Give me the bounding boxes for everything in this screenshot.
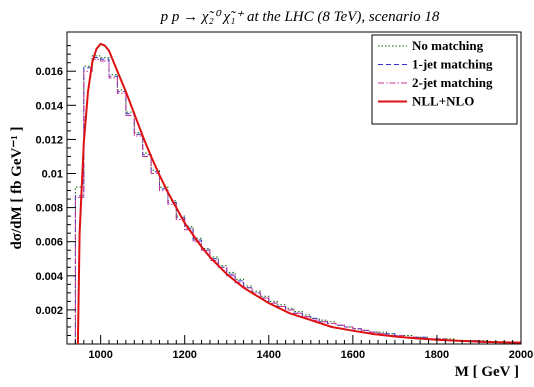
x-tick-label: 1200 [172, 349, 196, 361]
y-tick-label: 0.004 [35, 271, 63, 283]
y-axis-title: dσ/dM [ fb GeV⁻¹ ] [9, 126, 25, 249]
legend-label-no-matching: No matching [412, 38, 484, 53]
legend-rows: No matching 1-jet matching 2-jet matching N… [378, 38, 493, 109]
y-tick-label: 0.01 [42, 169, 63, 181]
x-tick-label: 1600 [341, 349, 365, 361]
chart-title: p p → χ̃₂⁰ χ̃₁⁺ at the LHC (8 TeV), scen… [160, 9, 440, 25]
legend: No matching 1-jet matching 2-jet matching N… [371, 34, 518, 125]
y-tick-label: 0.002 [35, 305, 63, 317]
x-tick-label: 1800 [425, 349, 449, 361]
series-layer [74, 42, 522, 345]
x-tick-label: 1400 [257, 349, 281, 361]
x-tick-label: 2000 [509, 349, 533, 361]
series-no-matching [74, 55, 522, 344]
x-axis-title: M [ GeV ] [455, 364, 519, 380]
legend-label-2-jet-matching: 2-jet matching [412, 75, 493, 90]
legend-label-nll-nlo: NLL+NLO [412, 94, 474, 109]
series-nll-nlo [76, 42, 522, 345]
y-tick-label: 0.006 [35, 237, 63, 249]
legend-box [371, 34, 518, 125]
x-tick-label: 1000 [88, 349, 112, 361]
y-tick-label: 0.016 [35, 66, 63, 78]
y-tick-label: 0.012 [35, 134, 63, 146]
legend-label-1-jet-matching: 1-jet matching [412, 57, 493, 72]
y-tick-label: 0.014 [35, 100, 63, 112]
plot-area: 1000 1200 1400 1600 1800 2000 0.002 0.004 0.006 0… [35, 31, 533, 361]
axis-layer: 1000 1200 1400 1600 1800 2000 0.002 0.004 0.006 0… [35, 45, 533, 361]
y-tick-label: 0.008 [35, 203, 63, 215]
